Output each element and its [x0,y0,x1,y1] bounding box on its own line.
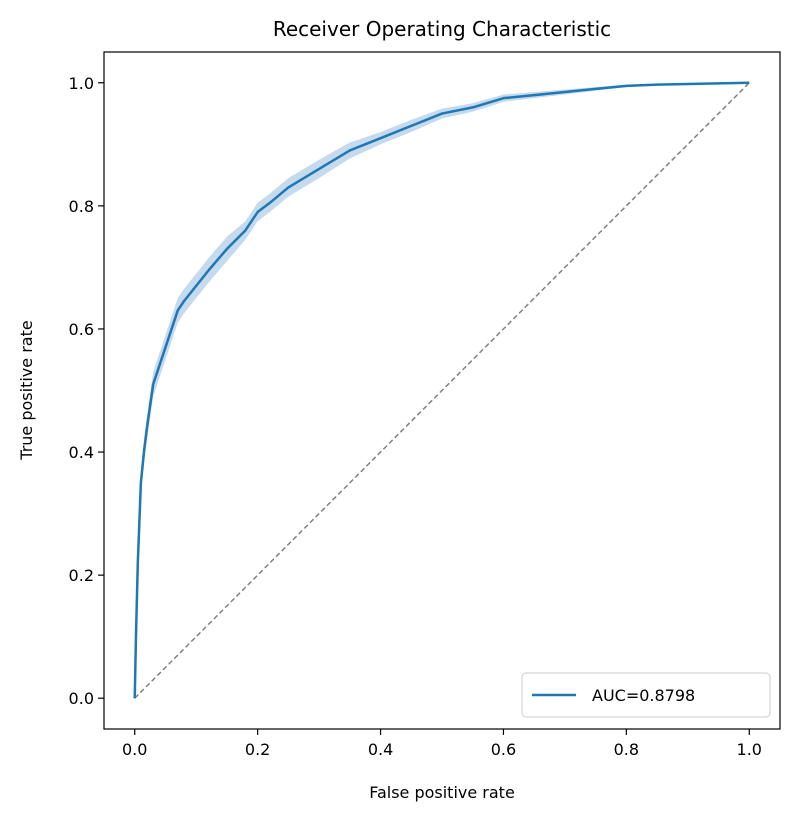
plot-frame [103,51,781,730]
legend-label: AUC=0.8798 [592,686,695,705]
y-tick-label: 0.4 [69,443,94,462]
x-axis-label: False positive rate [369,783,515,802]
reference-line [134,82,750,699]
x-tick-label: 0.4 [368,740,393,759]
y-tick-label: 0.2 [69,566,94,585]
y-tick-label: 0.8 [69,197,94,216]
x-tick-label: 0.2 [245,740,270,759]
y-tick-label: 0.6 [69,320,94,339]
y-tick-label: 0.0 [69,689,94,708]
x-tick-label: 0.6 [491,740,516,759]
chart-title: Receiver Operating Characteristic [273,17,611,41]
y-axis-label: True positive rate [17,320,36,460]
roc-curve [133,81,750,699]
x-tick-label: 0.0 [122,740,147,759]
x-tick-label: 0.8 [614,740,639,759]
legend-box [521,672,771,718]
y-tick-label: 1.0 [69,74,94,93]
x-tick-label: 1.0 [737,740,762,759]
